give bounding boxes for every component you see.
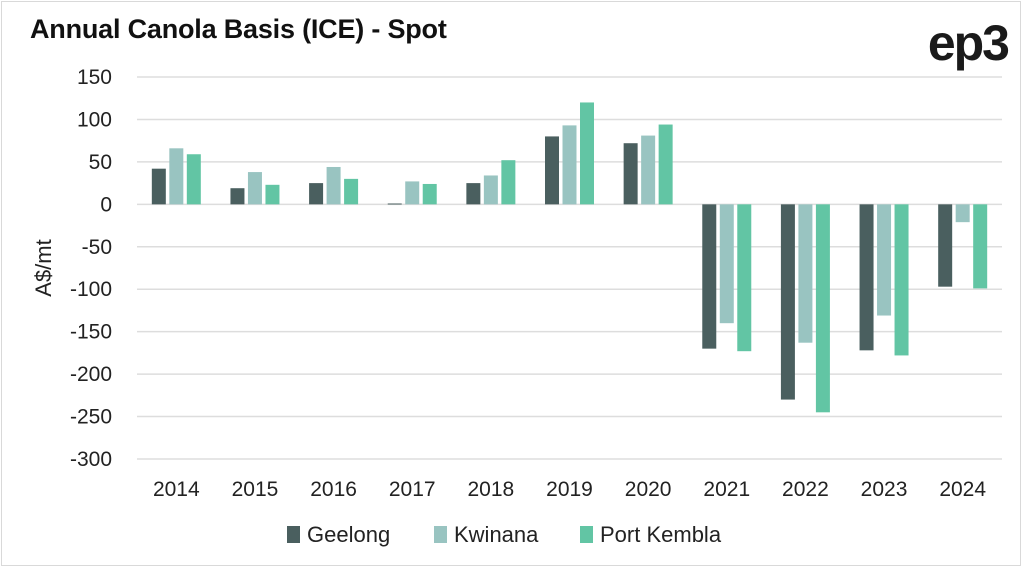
- bar-kwinana-2020: [641, 135, 656, 205]
- y-tick-label: 150: [77, 66, 112, 89]
- bar-kwinana-2017: [405, 181, 420, 205]
- legend-label: Kwinana: [454, 522, 539, 547]
- legend-swatch-kwinana: [434, 526, 447, 543]
- x-tick-label: 2016: [310, 478, 357, 501]
- bar-geelong-2022: [780, 204, 795, 400]
- x-tick-label: 2019: [546, 478, 593, 501]
- bar-kwinana-2021: [719, 204, 734, 324]
- ep3-logo: ep3: [927, 15, 1010, 71]
- y-tick-label: 100: [77, 108, 112, 131]
- x-tick-label: 2017: [389, 478, 436, 501]
- legend-swatch-port-kembla: [580, 526, 593, 543]
- x-tick-label: 2015: [232, 478, 279, 501]
- legend: Geelong Kwinana Port Kembla: [287, 522, 722, 547]
- bar-geelong-2021: [702, 204, 717, 349]
- bar-kwinana-2024: [955, 204, 970, 223]
- y-tick-label: -200: [70, 363, 112, 386]
- bars: [151, 102, 988, 413]
- bar-geelong-2015: [230, 188, 245, 205]
- x-tick-label: 2018: [468, 478, 515, 501]
- bar-kwinana-2018: [483, 175, 498, 205]
- bar-geelong-2019: [545, 136, 559, 205]
- bar-port-kembla-2023: [894, 204, 909, 356]
- bar-kwinana-2019: [562, 125, 577, 205]
- bar-geelong-2014: [151, 168, 166, 205]
- bar-kwinana-2015: [247, 172, 262, 205]
- y-axis-ticks: 150 100 50 0 -50 -100 -150 -200 -250 -300: [70, 66, 112, 471]
- bar-geelong-2024: [938, 204, 953, 287]
- legend-label: Geelong: [307, 522, 390, 547]
- bar-port-kembla-2016: [344, 178, 359, 205]
- bar-geelong-2017: [387, 203, 402, 205]
- bar-port-kembla-2019: [580, 102, 594, 205]
- x-axis-ticks: 2014 2015 2016 2017 2018 2019 2020 2021 2022 2023…: [153, 478, 986, 501]
- y-axis-label: A$/mt: [31, 239, 56, 296]
- bar-port-kembla-2015: [265, 184, 280, 205]
- x-tick-label: 2023: [861, 478, 908, 501]
- bar-geelong-2023: [859, 204, 874, 351]
- y-tick-label: -150: [70, 321, 112, 344]
- legend-swatch-geelong: [287, 526, 300, 543]
- bar-kwinana-2016: [326, 166, 341, 205]
- legend-label: Port Kembla: [600, 522, 722, 547]
- bar-port-kembla-2014: [186, 154, 201, 205]
- y-tick-label: -100: [70, 278, 112, 301]
- bar-port-kembla-2017: [422, 183, 437, 205]
- y-tick-label: -250: [70, 406, 112, 429]
- y-tick-label: -50: [82, 236, 112, 259]
- bar-port-kembla-2018: [501, 160, 516, 205]
- bar-kwinana-2023: [877, 204, 892, 316]
- y-tick-label: 0: [100, 193, 112, 216]
- bar-port-kembla-2020: [658, 124, 673, 205]
- bar-kwinana-2022: [798, 204, 813, 343]
- x-tick-label: 2020: [625, 478, 672, 501]
- x-tick-label: 2022: [782, 478, 829, 501]
- bar-geelong-2020: [623, 143, 638, 205]
- bar-port-kembla-2024: [973, 204, 988, 289]
- bar-port-kembla-2022: [815, 204, 830, 413]
- x-tick-label: 2024: [939, 478, 986, 501]
- bar-geelong-2018: [466, 183, 481, 205]
- y-tick-label: 50: [89, 151, 112, 174]
- x-tick-label: 2014: [153, 478, 200, 501]
- bar-kwinana-2014: [169, 148, 184, 205]
- bar-port-kembla-2021: [737, 204, 752, 352]
- chart-title: Annual Canola Basis (ICE) - Spot: [30, 14, 447, 44]
- x-tick-label: 2021: [703, 478, 750, 501]
- bar-geelong-2016: [309, 183, 324, 205]
- y-tick-label: -300: [70, 448, 112, 471]
